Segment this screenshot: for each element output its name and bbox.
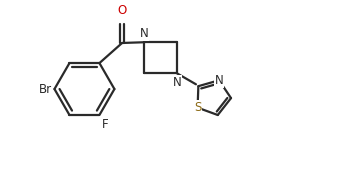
Text: O: O [117,4,127,17]
Text: N: N [215,74,223,87]
Text: Br: Br [38,83,52,96]
Text: S: S [194,101,201,114]
Text: N: N [173,76,181,89]
Text: N: N [140,27,148,40]
Text: F: F [102,118,109,131]
